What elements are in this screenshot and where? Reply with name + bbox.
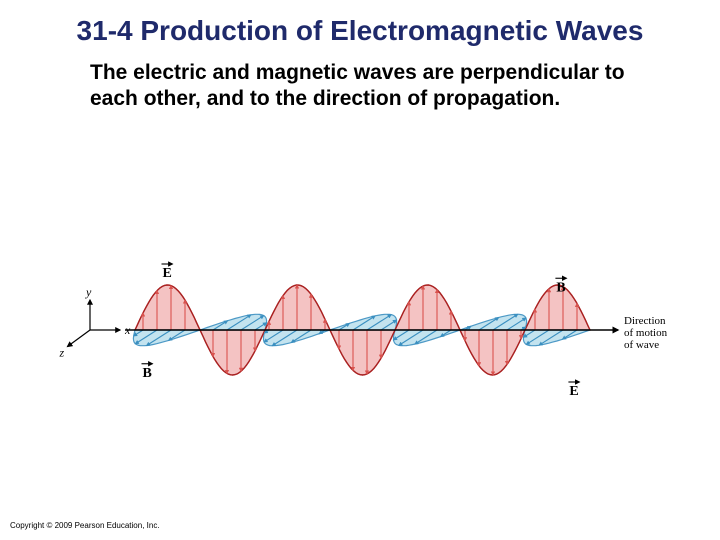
slide-title: 31-4 Production of Electromagnetic Waves: [0, 0, 720, 54]
label-E-top: E: [162, 264, 173, 281]
em-wave-diagram: x y z E B B E Directionof motionof wave: [45, 220, 685, 440]
axis-z: [68, 330, 91, 347]
svg-text:B: B: [556, 280, 565, 295]
svg-text:B: B: [143, 366, 152, 381]
axis-x-label: x: [124, 323, 131, 337]
axis-y-label: y: [85, 285, 92, 299]
label-E-bot: E: [568, 382, 579, 399]
svg-text:E: E: [569, 384, 578, 399]
direction-label-1: Direction: [624, 315, 666, 327]
label-B-top: B: [555, 278, 566, 295]
direction-label-3: of wave: [624, 339, 659, 351]
direction-label-2: of motion: [624, 327, 668, 339]
copyright-text: Copyright © 2009 Pearson Education, Inc.: [10, 521, 160, 530]
svg-text:E: E: [163, 266, 172, 281]
label-B-bot: B: [142, 364, 153, 381]
slide-body: The electric and magnetic waves are perp…: [0, 54, 720, 113]
axis-z-label: z: [59, 346, 65, 360]
